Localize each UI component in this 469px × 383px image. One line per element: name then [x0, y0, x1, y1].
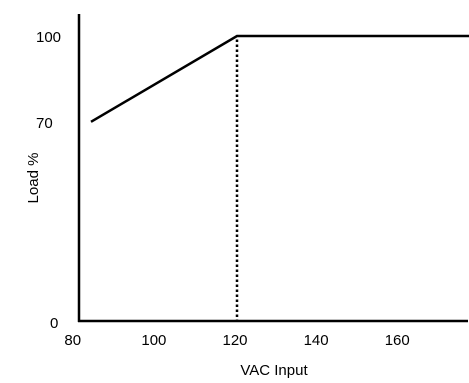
series-line: [90, 34, 469, 123]
x-tick-label: 160: [385, 332, 410, 349]
y-tick-label: 70: [36, 115, 53, 132]
x-tick-label: 140: [304, 332, 329, 349]
x-tick-label: 100: [141, 332, 166, 349]
y-axis-title: Load %: [25, 153, 42, 204]
x-tick-labels: 80 100 120 140 160: [64, 332, 409, 349]
x-tick-label: 80: [64, 332, 81, 349]
x-tick-label: 120: [222, 332, 247, 349]
y-tick-label: 0: [50, 315, 58, 332]
x-axis-title: VAC Input: [240, 362, 308, 379]
y-tick-labels: 0 70 100: [36, 29, 61, 332]
y-tick-label: 100: [36, 29, 61, 46]
